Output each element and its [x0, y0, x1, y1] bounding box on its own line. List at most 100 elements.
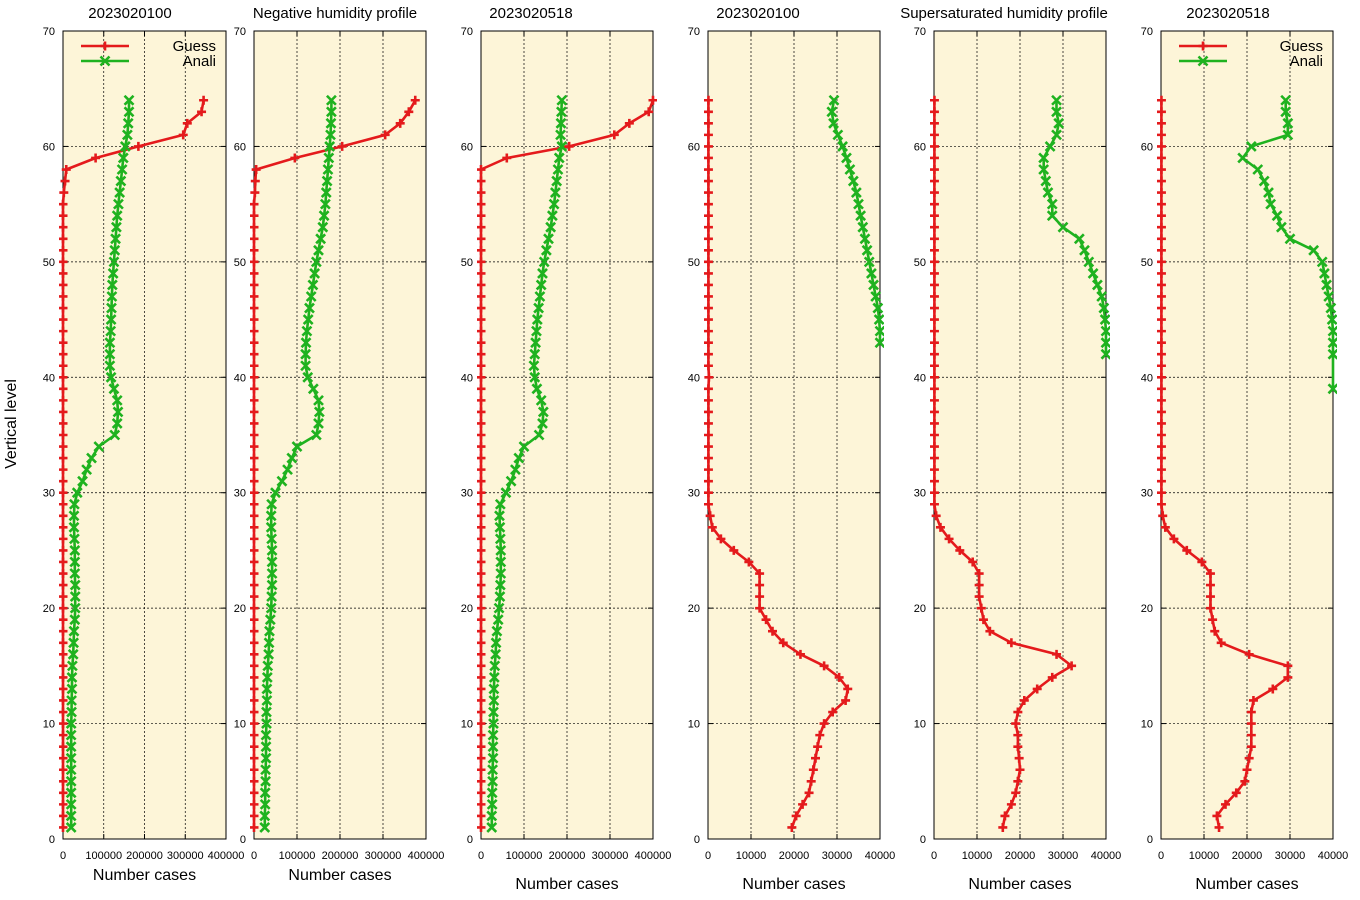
data-point	[59, 418, 68, 428]
data-point	[300, 360, 312, 372]
x-tick-label: 10000	[736, 850, 767, 862]
data-point	[250, 661, 259, 671]
data-point	[59, 199, 68, 209]
data-point	[69, 591, 81, 603]
data-point	[324, 141, 336, 152]
y-tick-label: 60	[43, 141, 55, 153]
data-point	[1327, 337, 1337, 349]
y-tick-label: 20	[43, 603, 55, 615]
data-point	[859, 233, 871, 245]
data-point	[555, 129, 566, 141]
data-point	[1212, 811, 1222, 821]
data-point	[250, 199, 259, 209]
data-point	[704, 130, 713, 140]
data-point	[250, 822, 259, 832]
data-point	[528, 360, 540, 372]
data-point	[109, 429, 121, 441]
data-point	[65, 752, 77, 764]
series-anali	[826, 94, 884, 349]
series-anali	[1038, 94, 1110, 360]
data-point	[111, 418, 123, 429]
data-point	[1044, 141, 1056, 152]
data-point	[704, 499, 713, 509]
data-point	[250, 615, 259, 625]
data-point	[531, 383, 543, 395]
data-point	[495, 556, 507, 568]
data-point	[513, 452, 525, 464]
data-point	[1051, 94, 1062, 106]
data-point	[1157, 176, 1166, 186]
data-point	[477, 511, 486, 521]
data-point	[1157, 372, 1166, 382]
data-point	[1327, 348, 1337, 360]
data-point	[930, 361, 939, 371]
data-point	[477, 638, 486, 648]
chart-title: 2023020100	[88, 5, 171, 22]
data-point	[1157, 257, 1166, 267]
data-point	[404, 107, 414, 117]
data-point	[1006, 799, 1016, 809]
data-point	[250, 719, 259, 729]
data-point	[1079, 244, 1090, 256]
data-point	[490, 637, 502, 649]
chart-title: Supersaturated humidity profile	[900, 5, 1108, 22]
data-point	[477, 199, 486, 209]
data-point	[704, 188, 713, 198]
data-point	[259, 787, 271, 799]
data-point	[1057, 221, 1069, 233]
data-point	[787, 822, 797, 832]
data-point	[108, 383, 120, 395]
data-point	[704, 453, 713, 463]
data-point	[260, 764, 272, 776]
y-tick-label: 30	[914, 488, 926, 500]
data-point	[1246, 719, 1256, 729]
data-point	[935, 522, 945, 532]
data-point	[250, 765, 259, 775]
data-point	[65, 810, 77, 822]
data-point	[1046, 198, 1058, 210]
data-point	[259, 798, 271, 810]
data-point	[974, 569, 984, 579]
data-point	[704, 211, 713, 221]
data-point	[178, 130, 188, 140]
data-point	[1157, 130, 1166, 140]
x-axis-label: Number cases	[968, 876, 1071, 893]
data-point	[250, 453, 259, 463]
data-point	[1323, 291, 1335, 302]
data-point	[59, 765, 68, 775]
data-point	[1100, 325, 1110, 337]
series-line	[263, 100, 333, 828]
data-point	[1067, 661, 1077, 671]
x-tick-label: 30000	[822, 850, 853, 862]
data-point	[266, 568, 278, 579]
y-tick-label: 0	[240, 834, 246, 846]
data-point	[1308, 244, 1320, 256]
x-tick-label: 100000	[279, 850, 316, 862]
series-guess	[704, 95, 853, 832]
data-point	[1011, 719, 1021, 729]
data-point	[930, 315, 939, 325]
data-point	[930, 257, 939, 267]
data-point	[795, 649, 805, 659]
data-point	[69, 556, 81, 568]
data-point	[59, 788, 68, 798]
data-point	[250, 776, 259, 786]
data-point	[1157, 488, 1166, 498]
data-point	[704, 338, 713, 348]
series-guess	[250, 95, 420, 832]
data-point	[59, 291, 68, 301]
data-point	[1157, 453, 1166, 463]
data-point	[477, 788, 486, 798]
data-point	[609, 130, 619, 140]
data-point	[998, 822, 1008, 832]
data-point	[1053, 117, 1065, 129]
data-point	[978, 615, 988, 625]
y-tick-label: 0	[920, 834, 926, 846]
data-point	[477, 303, 486, 313]
data-point	[86, 452, 97, 464]
data-point	[123, 106, 135, 118]
data-point	[109, 244, 121, 256]
data-point	[1268, 684, 1278, 694]
data-point	[477, 707, 486, 717]
data-point	[1157, 291, 1166, 301]
